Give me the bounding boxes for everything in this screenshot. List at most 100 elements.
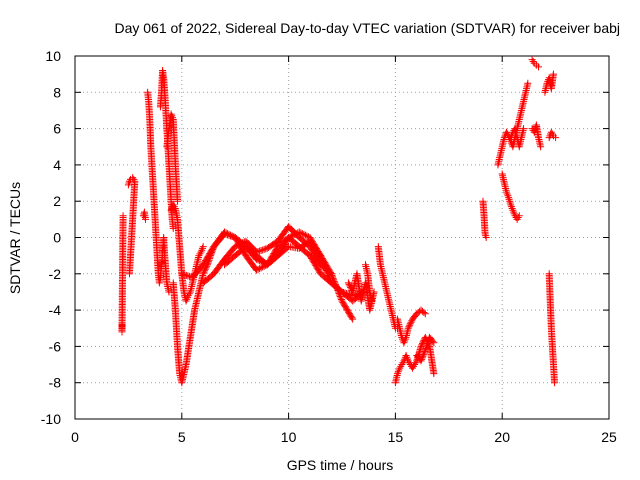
data-point-interp [418,355,426,363]
y-tick-label: -6 [49,338,62,354]
data-point-interp [256,247,264,255]
data-point [167,110,175,118]
series-arc-early-3 [139,208,149,223]
series-arc-12 [361,261,376,305]
data-point-interp [348,314,356,322]
data-points [118,56,560,387]
data-point [545,134,553,142]
data-point-interp [256,265,264,273]
data-point-interp [228,232,236,240]
x-axis-label: GPS time / hours [287,457,394,473]
data-point [253,255,261,263]
data-point [421,310,429,318]
y-tick-label: 4 [53,157,61,173]
data-point-interp [337,287,345,295]
data-point [394,370,402,378]
data-point-interp [324,271,332,279]
data-point [129,174,137,182]
data-point-interp [350,291,358,299]
data-point-interp [401,337,409,345]
data-point-interp [510,208,518,216]
data-point-interp [337,294,345,302]
data-point [509,206,517,214]
data-point [502,128,510,136]
data-point [507,134,515,142]
data-point-interp [346,282,354,290]
y-axis: -10 -8 -6 -4 -2 0 2 4 6 8 10 [41,48,609,427]
data-point [417,357,425,365]
data-point-interp [320,259,328,267]
data-point [253,266,261,274]
y-tick-label: 0 [53,230,61,246]
data-point-interp [504,192,512,200]
data-point [253,248,261,256]
data-point-interp [170,203,178,211]
series-arc-3 [144,88,173,296]
data-point-interp [254,248,262,256]
data-point-interp [508,204,516,212]
series-arc-22 [528,121,545,151]
data-point-interp [262,245,270,253]
data-point-interp [319,258,327,266]
data-point [482,234,490,241]
data-point [396,364,404,372]
data-point-interp [318,256,326,264]
data-point [195,252,203,260]
data-point-interp [407,318,415,326]
x-tick-label: 20 [494,429,510,445]
data-point [549,70,557,78]
data-point-interp [406,321,414,329]
data-point-interp [326,276,334,284]
data-point-interp [237,239,245,247]
data-point [408,364,416,372]
data-point-interp [343,290,351,298]
data-point [349,315,357,323]
data-point-interp [418,354,426,362]
series-arc-17 [479,197,490,241]
data-point-interp [201,265,209,273]
data-point-interp [420,349,428,357]
data-point [169,224,177,232]
data-point [421,346,429,354]
data-point [165,288,173,296]
data-point [502,188,510,196]
data-point-interp [300,230,308,238]
data-point-interp [198,244,206,252]
data-point-interp [514,214,522,222]
data-point [535,63,543,71]
y-tick-label: -4 [49,302,62,318]
data-point-interp [222,229,230,237]
data-point-interp [259,246,267,254]
data-point [344,279,352,287]
data-point [505,194,513,202]
series-arc-early-2 [124,174,139,278]
x-tick-label: 15 [388,429,404,445]
data-point-interp [344,290,352,298]
data-point [119,212,127,220]
data-point-interp [201,267,209,275]
data-point-interp [317,253,325,261]
data-point [182,297,190,305]
y-tick-label: -8 [49,375,62,391]
data-point-interp [257,258,265,266]
data-point-interp [506,199,514,207]
data-point-interp [179,270,187,278]
data-point [125,270,133,278]
data-point-interp [318,255,326,263]
series-arc-18 [494,79,532,169]
data-point-interp [321,262,329,270]
y-tick-label: 2 [53,193,61,209]
data-point-interp [234,241,242,249]
x-tick-label: 0 [71,429,79,445]
data-point-interp [233,242,241,250]
data-point-interp [401,335,409,343]
data-point-interp [169,114,177,122]
data-point [338,288,346,296]
data-point [528,56,536,64]
x-axis: 0 5 10 15 20 25 [71,56,617,445]
x-tick-label: 10 [281,429,297,445]
data-point-interp [227,231,235,239]
data-point [398,361,406,369]
data-point-interp [503,190,511,198]
data-point [231,243,239,251]
